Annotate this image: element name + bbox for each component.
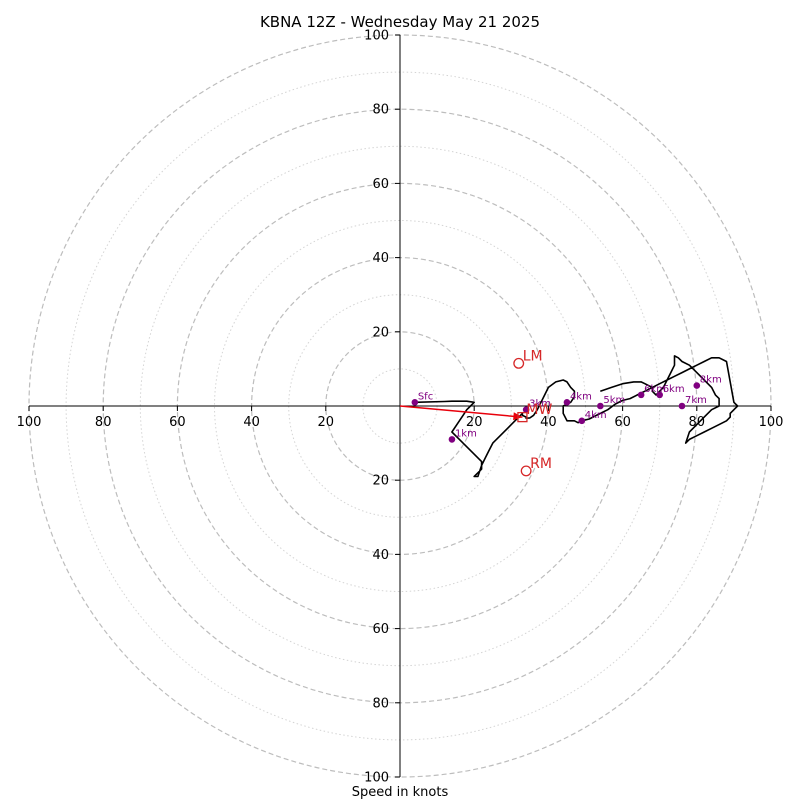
storm-motion-marker-circle bbox=[520, 465, 532, 477]
x-tick-label: 80 bbox=[689, 415, 706, 430]
x-tick-label: 100 bbox=[759, 415, 784, 430]
y-tick-label: 100 bbox=[364, 29, 389, 44]
height-marker-label: 1km bbox=[455, 428, 477, 439]
storm-motion-markers: LM RM MW bbox=[513, 348, 553, 477]
x-tick-label: 40 bbox=[243, 415, 260, 430]
height-marker-dot bbox=[563, 398, 571, 406]
y-tick-label: 60 bbox=[372, 622, 389, 637]
storm-motion-label: LM bbox=[523, 348, 543, 364]
y-tick-label: 40 bbox=[372, 251, 389, 266]
height-marker-dot bbox=[637, 391, 645, 399]
height-marker-dot bbox=[411, 398, 419, 406]
height-marker-dot bbox=[578, 417, 586, 425]
y-tick-label: 20 bbox=[372, 325, 389, 340]
height-marker-dot bbox=[693, 382, 701, 389]
height-marker-label: 6km bbox=[663, 384, 685, 395]
x-tick-label: 60 bbox=[169, 415, 186, 430]
hodograph-line bbox=[414, 355, 739, 478]
y-tick-label: 60 bbox=[372, 177, 389, 192]
hodograph-trace bbox=[414, 355, 739, 478]
height-marker-dot bbox=[448, 436, 456, 443]
storm-motion-marker-circle bbox=[513, 357, 525, 369]
height-marker-label: 4km bbox=[570, 391, 592, 402]
y-tick-label: 20 bbox=[372, 474, 389, 489]
height-marker-dot bbox=[522, 406, 530, 414]
height-marker-label: 6km bbox=[644, 384, 666, 395]
storm-motion-marker-square bbox=[517, 411, 528, 423]
mean-wind-vector bbox=[399, 405, 523, 418]
x-axis-label: Speed in knots bbox=[352, 785, 449, 800]
chart-title: KBNA 12Z - Wednesday May 21 2025 bbox=[260, 13, 540, 31]
height-marker-label: 3km bbox=[529, 399, 551, 410]
x-tick-label: 40 bbox=[540, 415, 557, 430]
y-tick-label: 80 bbox=[372, 696, 389, 711]
height-marker-label: 8km bbox=[700, 375, 722, 386]
y-tick-label: 40 bbox=[372, 548, 389, 563]
height-marker-label: 5km bbox=[603, 395, 625, 406]
y-tick-label: 80 bbox=[372, 103, 389, 118]
x-tick-label: 80 bbox=[95, 415, 112, 430]
storm-motion-label: MW bbox=[526, 402, 552, 418]
x-tick-label: 20 bbox=[466, 415, 483, 430]
height-marker-label: Sfc bbox=[418, 391, 433, 402]
height-marker-dot bbox=[678, 402, 686, 410]
height-marker-label: 7km bbox=[685, 395, 707, 406]
storm-motion-label: RM bbox=[530, 456, 552, 472]
x-tick-label: 60 bbox=[614, 415, 631, 430]
y-tick-label: 100 bbox=[364, 771, 389, 786]
x-tick-label: 100 bbox=[17, 415, 42, 430]
height-marker-dot bbox=[597, 402, 604, 410]
height-marker-dot bbox=[656, 391, 663, 399]
axis-ticks: 100 80 60 40 20 20 40 60 80 100 100 80 60 40 20 20 40 60 8… bbox=[17, 29, 784, 786]
x-tick-label: 20 bbox=[318, 415, 335, 430]
height-marker-label: 4km bbox=[585, 410, 607, 421]
